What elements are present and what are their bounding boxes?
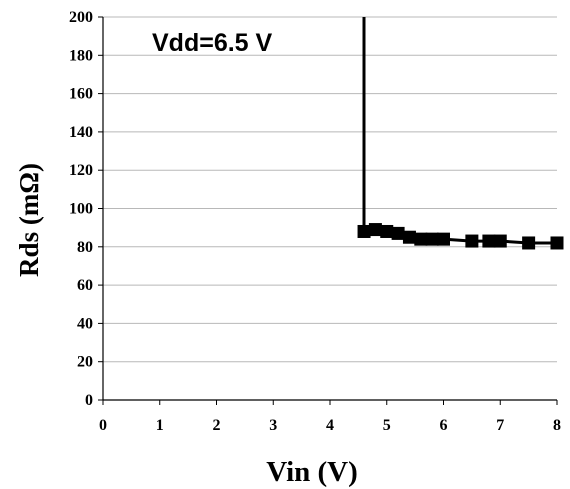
data-point-0-7 [437, 232, 450, 246]
gridlines [103, 16, 557, 363]
axes [98, 16, 558, 405]
x-tick-label-3: 3 [269, 417, 277, 434]
data-point-0-11 [522, 236, 536, 250]
y-tick-label-100: 100 [69, 201, 93, 218]
y-tick-label-140: 140 [69, 124, 93, 141]
y-tick-label-200: 200 [69, 9, 93, 26]
data-point-0-10 [493, 234, 507, 248]
data-point-0-12 [550, 236, 564, 250]
data-point-0-8 [465, 234, 479, 248]
data-point-0-1 [368, 223, 382, 237]
data-point-0-3 [391, 226, 405, 240]
data-point-0-6 [425, 232, 439, 246]
x-axis-title: Vin (V) [266, 456, 358, 488]
y-axis-title: Rds (mΩ) [14, 163, 44, 277]
x-tick-label-5: 5 [383, 417, 391, 434]
data-point-0-9 [482, 234, 496, 248]
x-tick-label-7: 7 [496, 417, 504, 434]
y-tick-label-160: 160 [69, 86, 93, 103]
data-point-0-4 [402, 230, 416, 244]
y-tick-label-60: 60 [77, 277, 93, 294]
x-tick-label-2: 2 [213, 417, 221, 434]
annotation-vdd: Vdd=6.5 V [152, 29, 273, 57]
x-tick-label-8: 8 [553, 417, 561, 434]
y-tick-label-180: 180 [69, 47, 93, 64]
y-tick-label-40: 40 [77, 315, 93, 332]
y-tick-label-0: 0 [85, 392, 93, 409]
series-line-0 [362, 17, 557, 245]
x-tick-label-6: 6 [440, 417, 448, 434]
data-point-0-0 [357, 224, 371, 238]
data-point-0-5 [414, 232, 428, 246]
x-tick-label-0: 0 [99, 417, 107, 434]
y-tick-label-80: 80 [77, 239, 93, 256]
y-tick-label-120: 120 [69, 162, 93, 179]
data-series [357, 17, 564, 250]
x-tick-label-1: 1 [156, 417, 164, 434]
data-point-0-2 [380, 224, 394, 238]
x-tick-label-4: 4 [326, 417, 334, 434]
tick-labels: 0 20 40 60 80 100 120 140 160 180 200 0 1 2 3 4 5 6 7 8 [69, 9, 561, 434]
y-tick-label-20: 20 [77, 354, 93, 371]
